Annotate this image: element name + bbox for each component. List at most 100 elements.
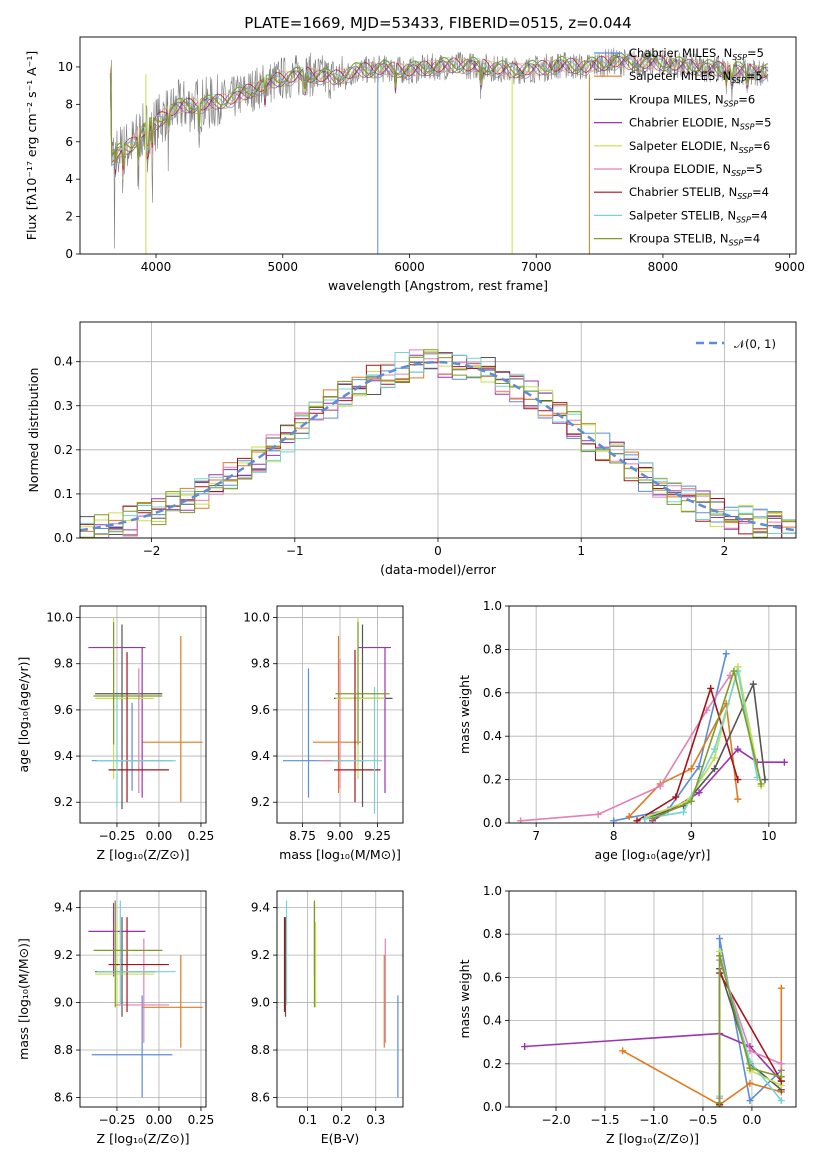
axes-frame [79, 605, 207, 824]
weight-marker-olive [716, 952, 724, 960]
x-tick-label: 0.25 [188, 1113, 215, 1127]
x-tick-label: 6000 [394, 260, 425, 274]
y-tick-label: 0.2 [483, 1057, 502, 1071]
x-tick-label: 7000 [521, 260, 552, 274]
legend-text: Chabrier ELODIE, N [629, 116, 740, 130]
x-axis-label: Z [log₁₀(Z/Z⊙)] [606, 1131, 699, 1146]
y-axis-label: mass weight [457, 959, 472, 1038]
weight-marker-gray [749, 680, 757, 688]
legend-tail: =5 [746, 69, 763, 83]
legend-text: Chabrier STELIB, N [629, 185, 737, 199]
legend-text: Kroupa ELODIE, N [629, 162, 731, 176]
legend-subscript: SSP [740, 123, 755, 132]
y-tick-label: 0.6 [483, 686, 502, 700]
weight-marker-pink [777, 1060, 785, 1068]
legend-label: Kroupa STELIB, NSSP=4 [629, 232, 760, 248]
legend-subscript: SSP [732, 53, 747, 62]
y-tick-label: 8.8 [251, 1043, 270, 1057]
legend-text: Salpeter ELODIE, N [629, 139, 739, 153]
x-tick-label: 0.0 [742, 1113, 761, 1127]
y-tick-label: 9.4 [251, 901, 270, 915]
legend-text: Salpeter STELIB, N [629, 208, 736, 222]
weight-marker-olive [730, 667, 738, 675]
x-tick-label: 7 [532, 829, 540, 843]
weight-marker-darkred [707, 684, 715, 692]
weight-marker-olive [757, 780, 765, 788]
weight-marker-orange [777, 984, 785, 992]
weight-marker-blue [722, 650, 730, 658]
errorbars [283, 900, 399, 1098]
residual-histograms [80, 349, 796, 538]
y-tick-label: 9.4 [54, 901, 73, 915]
x-tick-label: 0.25 [188, 829, 215, 843]
x-axis-label: age [log₁₀(age/yr)] [595, 847, 711, 862]
y-tick-label: 0.6 [483, 970, 502, 984]
y-axis-label: Normed distribution [26, 368, 41, 493]
x-tick-label: −0.25 [99, 1113, 136, 1127]
weight-lines [517, 650, 788, 823]
legend-text: Chabrier MILES, N [629, 46, 732, 60]
y-tick-label: 0.4 [483, 729, 502, 743]
x-tick-label: 9.25 [364, 829, 391, 843]
legend-subscript: SSP [729, 239, 744, 248]
errorbars [88, 617, 203, 810]
y-tick-label: 8 [65, 97, 73, 111]
y-tick-label: 10.0 [243, 611, 270, 625]
x-tick-label: −1 [286, 544, 304, 558]
model-spectrum-lime [110, 54, 769, 180]
y-axis-label: mass [log₁₀(M/M⊙)] [16, 938, 31, 1060]
weight-marker-pink [656, 782, 664, 790]
y-axis-label: Flux [fλ10⁻¹⁷ erg cm⁻² s⁻¹ A⁻¹] [24, 51, 39, 240]
weight-marker-orange [734, 795, 742, 803]
x-tick-label: 10 [761, 829, 776, 843]
weight-marker-blue [695, 763, 703, 771]
legend-subscript: SSP [739, 146, 754, 155]
y-tick-label: 0.0 [54, 531, 73, 545]
x-tick-label: −0.5 [688, 1113, 717, 1127]
x-tick-label: 0.00 [146, 829, 173, 843]
legend-subscript: SSP [737, 192, 752, 201]
weight-marker-cyan [641, 815, 649, 823]
legend-tail: =4 [751, 208, 768, 222]
gaussian-legend-label: 𝒩(0, 1) [734, 337, 776, 351]
axes-frame [79, 890, 207, 1108]
panels: 4000 5000 6000 7000 8000 90000246810wavelengt… [16, 36, 805, 1146]
weight-line-olive [652, 668, 762, 820]
weight-marker-darkred [672, 793, 680, 801]
y-tick-label: 9.4 [251, 749, 270, 763]
legend-label: Chabrier MILES, NSSP=5 [629, 46, 764, 62]
y-tick-label: 9.8 [251, 657, 270, 671]
legend-subscript: SSP [736, 215, 751, 224]
errorbars [88, 900, 203, 1098]
histogram-olive [80, 349, 796, 538]
y-tick-label: 10 [58, 60, 73, 74]
y-tick-label: 9.2 [251, 795, 270, 809]
x-tick-label: −2 [143, 544, 161, 558]
legend-subscript: SSP [731, 76, 746, 85]
weight-marker-olive [716, 1099, 724, 1107]
weight-lines [521, 935, 785, 1107]
x-tick-label: 9.00 [327, 829, 354, 843]
legend-tail: =5 [755, 116, 772, 130]
x-tick-label: 8.75 [289, 829, 316, 843]
axes-frame [276, 890, 404, 1108]
weight-marker-orange [687, 765, 695, 773]
y-tick-label: 9.6 [54, 703, 73, 717]
x-tick-label: 0.00 [146, 1113, 173, 1127]
y-tick-label: 8.6 [251, 1091, 270, 1105]
legend-text: Kroupa MILES, N [629, 92, 724, 106]
axes-frame [276, 605, 404, 824]
legend-label: Salpeter STELIB, NSSP=4 [629, 208, 768, 224]
x-axis-label: wavelength [Angstrom, rest frame] [328, 278, 548, 293]
figure-title: PLATE=1669, MJD=53433, FIBERID=0515, z=0… [244, 14, 631, 32]
axes-frame [508, 605, 797, 824]
legend-tail: =6 [738, 92, 755, 106]
y-axis-label: mass weight [457, 675, 472, 754]
legend-label: Kroupa ELODIE, NSSP=5 [629, 162, 763, 178]
x-tick-label: 0.2 [332, 1113, 351, 1127]
spectrum-panel: 4000 5000 6000 7000 8000 9000 0 2 4 6 8 10 wavelengt… [24, 36, 805, 293]
y-tick-label: 0.8 [483, 642, 502, 656]
age-vs-mass-panel: 8.75 9.00 9.25 9.2 9.4 9.6 9.8 10.0 mass [log₁₀(… [243, 605, 404, 862]
weight-line-olive [718, 955, 782, 1103]
model-spectrum-cyan [110, 53, 769, 170]
